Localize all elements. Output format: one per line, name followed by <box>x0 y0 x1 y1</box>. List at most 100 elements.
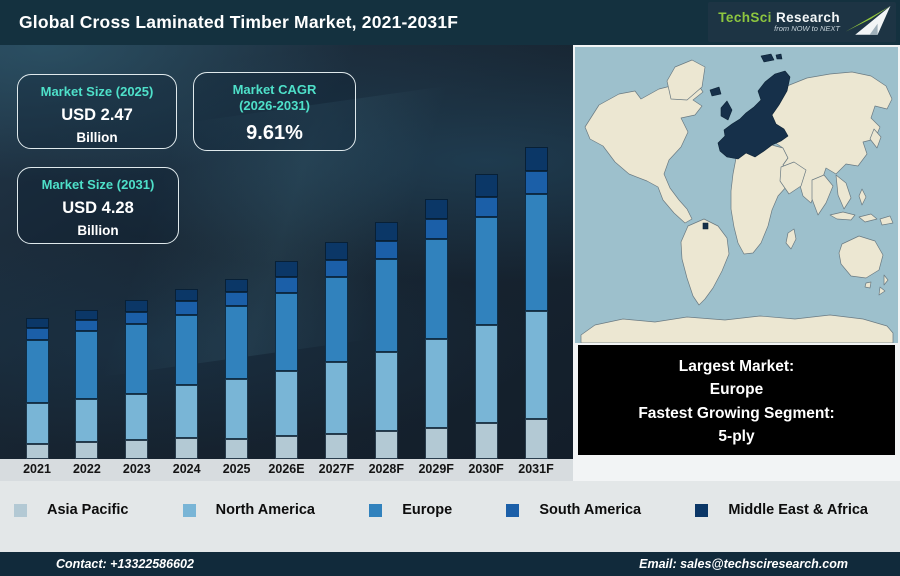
fastest-segment-label: Fastest Growing Segment: <box>638 404 835 422</box>
bar-segment-south-america <box>225 291 249 306</box>
region-north-america <box>584 82 704 224</box>
legend-swatch <box>14 503 27 517</box>
bar-segment-middle-east-africa <box>225 278 249 292</box>
bar-segment-middle-east-africa <box>424 199 448 219</box>
bar-segment-middle-east-africa <box>524 146 548 172</box>
legend-label: Asia Pacific <box>47 502 129 518</box>
bar-2029F <box>424 199 448 459</box>
legend-item-europe: Europe <box>369 502 452 518</box>
page-title: Global Cross Laminated Timber Market, 20… <box>19 12 459 32</box>
x-axis-label: 2024 <box>172 462 201 476</box>
bar-2021 <box>25 318 49 459</box>
bar-segment-south-america <box>374 240 398 259</box>
market-size-2025-title: Market Size (2025) <box>40 84 154 99</box>
bar-segment-north-america <box>225 378 249 439</box>
market-size-2031-value: USD 4.28 <box>62 199 134 218</box>
techsci-logo: TechSci Research from NOW to NEXT <box>708 2 896 42</box>
bar-segment-asia-pacific <box>75 442 99 459</box>
x-axis-label: 2030F <box>468 462 504 476</box>
bar-segment-europe <box>324 277 348 362</box>
market-size-2031-unit: Billion <box>77 223 119 239</box>
bar-segment-south-america <box>75 319 99 332</box>
bar-segment-north-america <box>524 310 548 419</box>
market-cagr-box: Market CAGR (2026-2031) 9.61% <box>193 72 356 151</box>
region-arabia <box>779 161 807 195</box>
x-axis-label: 2026E <box>268 462 305 476</box>
bar-segment-middle-east-africa <box>75 310 99 320</box>
bar-segment-asia-pacific <box>474 423 498 459</box>
bar-2028F <box>374 221 398 459</box>
bar-segment-europe <box>175 315 199 386</box>
market-size-2031-box: Market Size (2031) USD 4.28 Billion <box>17 167 179 244</box>
bar-segment-asia-pacific <box>225 438 249 459</box>
region-indochina <box>835 174 852 210</box>
bar-segment-middle-east-africa <box>175 288 199 302</box>
footer: Contact: +13322586602 Email: sales@techs… <box>0 552 900 576</box>
bar-segment-middle-east-africa <box>474 174 498 197</box>
legend: Asia Pacific North America Europe South Ame… <box>14 502 868 518</box>
bars <box>0 45 573 459</box>
bar-segment-asia-pacific <box>25 443 49 459</box>
region-suriname-highlight <box>702 222 709 230</box>
logo-tagline: from NOW to NEXT <box>774 24 840 34</box>
largest-market-value: Europe <box>709 381 764 399</box>
bar-segment-middle-east-africa <box>25 318 49 329</box>
bar-segment-middle-east-africa <box>324 242 348 260</box>
region-iceland-highlight <box>709 86 722 97</box>
market-size-2031-title: Market Size (2031) <box>41 177 155 192</box>
x-axis-label: 2022 <box>72 462 101 476</box>
region-india <box>811 174 834 216</box>
bar-segment-north-america <box>175 385 199 438</box>
region-australia <box>838 235 884 279</box>
region-japan <box>869 128 882 149</box>
market-cagr-title: Market CAGR <box>232 82 317 97</box>
footer-contact: Contact: +13322586602 <box>56 557 194 571</box>
bar-segment-south-america <box>25 328 49 341</box>
x-axis-label: 2029F <box>418 462 454 476</box>
largest-market-box: Largest Market: Europe Fastest Growing S… <box>578 345 895 455</box>
bar-segment-middle-east-africa <box>275 261 298 277</box>
market-size-2025-value: USD 2.47 <box>61 106 133 125</box>
logo-brand-secondary: Research <box>776 9 840 25</box>
x-axis-label: 2028F <box>368 462 405 476</box>
bar-segment-europe <box>25 340 49 403</box>
region-antarctica <box>580 314 894 344</box>
x-axis-label: 2021 <box>23 462 51 476</box>
bar-segment-south-america <box>125 311 149 324</box>
region-tasmania <box>864 281 872 289</box>
fastest-segment-value: 5-ply <box>718 427 755 445</box>
x-axis-label: 2027F <box>318 462 355 476</box>
bar-2022 <box>75 310 99 459</box>
right-panel: Largest Market: Europe Fastest Growing S… <box>573 45 900 481</box>
legend-item-south-america: South America <box>506 502 641 518</box>
bar-segment-south-america <box>275 276 298 293</box>
bar-segment-north-america <box>474 325 498 424</box>
bar-segment-south-america <box>175 301 199 316</box>
bar-segment-asia-pacific <box>374 431 398 459</box>
bar-segment-north-america <box>374 351 398 432</box>
region-madagascar <box>785 228 797 250</box>
bar-segment-europe <box>524 194 548 311</box>
header: Global Cross Laminated Timber Market, 20… <box>0 0 900 45</box>
bar-segment-north-america <box>275 370 298 437</box>
legend-label: South America <box>539 502 642 518</box>
bar-segment-europe <box>474 217 498 326</box>
region-indonesia-1 <box>829 211 856 221</box>
legend-label: North America <box>215 502 315 518</box>
market-cagr-subtitle: (2026-2031) <box>239 98 310 114</box>
legend-item-middle-east-africa: Middle East & Africa <box>695 502 868 518</box>
bar-segment-middle-east-africa <box>374 221 398 241</box>
bar-segment-asia-pacific <box>175 437 199 459</box>
bar-2031F <box>524 146 548 459</box>
x-axis-label: 2023 <box>122 462 151 476</box>
bar-segment-asia-pacific <box>524 418 548 459</box>
x-axis-label: 2031F <box>518 462 554 476</box>
bar-segment-asia-pacific <box>424 427 448 459</box>
world-map-svg <box>575 47 898 344</box>
bar-segment-south-america <box>524 171 548 195</box>
bar-2023 <box>125 299 149 459</box>
bar-2025 <box>225 278 249 459</box>
region-europe-highlight <box>717 70 791 160</box>
region-indonesia-2 <box>858 213 878 223</box>
bar-segment-asia-pacific <box>324 434 348 459</box>
